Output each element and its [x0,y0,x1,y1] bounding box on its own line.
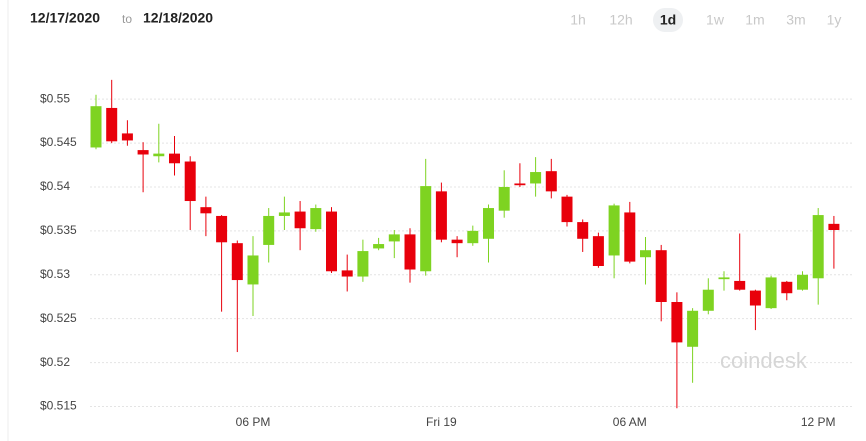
candle-body [671,302,683,343]
candle-body [388,234,400,242]
candle-body [294,211,306,229]
candle-body [561,196,573,223]
range-button[interactable]: 1y [827,12,842,28]
candle-body [231,243,243,281]
x-tick-label: Fri 19 [426,415,457,429]
candle-body [530,172,542,184]
candle-body [326,211,337,272]
candle-body [781,281,793,294]
candle-body [435,191,447,240]
candle-body [624,212,636,262]
range-highlight [653,8,683,32]
date-separator: to [122,12,132,26]
y-tick-label: $0.54 [40,179,70,193]
candle-body [373,244,385,249]
candle-body [263,215,275,245]
candle-body [137,150,149,155]
candle-body [106,107,118,142]
candle-body [498,186,510,211]
candle-body [734,280,746,290]
candle-body [577,222,589,239]
candle-body [828,223,840,230]
date-to: 12/18/2020 [143,10,213,26]
candle-body [216,215,228,243]
candle-body [749,290,761,306]
candle-body [357,251,369,277]
y-tick-label: $0.545 [40,135,77,149]
candle-body [310,208,322,230]
candle-body [608,205,620,256]
y-tick-label: $0.515 [40,399,77,413]
candle-body [467,230,479,244]
watermark: coindesk [720,348,808,373]
candle-body [404,234,416,270]
range-button[interactable]: 1h [570,12,586,28]
candle-body [121,133,133,141]
candle-body [702,289,714,311]
y-tick-label: $0.53 [40,267,70,281]
date-from: 12/17/2020 [30,10,100,26]
candle-body [765,277,777,309]
x-tick-label: 12 PM [801,415,836,429]
candle-body [341,270,353,277]
plot: $0.515 $0.52 $0.525 $0.53 $0.535 $0.54 $0.545 $… [40,79,852,429]
range-button[interactable]: 12h [609,12,632,28]
candle-body [451,239,463,244]
range-button[interactable]: 1d [660,12,676,28]
candle-body [797,274,808,290]
x-tick-label: 06 PM [236,415,271,429]
candle-body [812,215,824,279]
y-tick-label: $0.525 [40,311,77,325]
candle-body [90,106,102,148]
y-tick-label: $0.52 [40,355,70,369]
candle-body [247,255,259,285]
candle-body [687,310,699,347]
candle-body [718,277,730,280]
candle-body [169,153,180,164]
candle-body [545,171,557,192]
range-selector: 1h 12h 1d 1w 1m 3m 1y [570,8,841,32]
range-button[interactable]: 3m [786,12,805,28]
candle-body [184,161,196,202]
y-tick-label: $0.55 [40,91,70,105]
candle-body [200,207,212,214]
candle-body [153,153,165,157]
candle-body [640,250,651,258]
candle-body [483,208,494,239]
candle-body [592,236,604,266]
x-tick-label: 06 AM [613,415,647,429]
range-button[interactable]: 1w [706,12,725,28]
candle-body [420,186,432,272]
candle-body [514,183,526,186]
candle-body [278,212,290,216]
candle-body [655,250,667,302]
y-tick-label: $0.535 [40,223,77,237]
range-button[interactable]: 1m [745,12,764,28]
